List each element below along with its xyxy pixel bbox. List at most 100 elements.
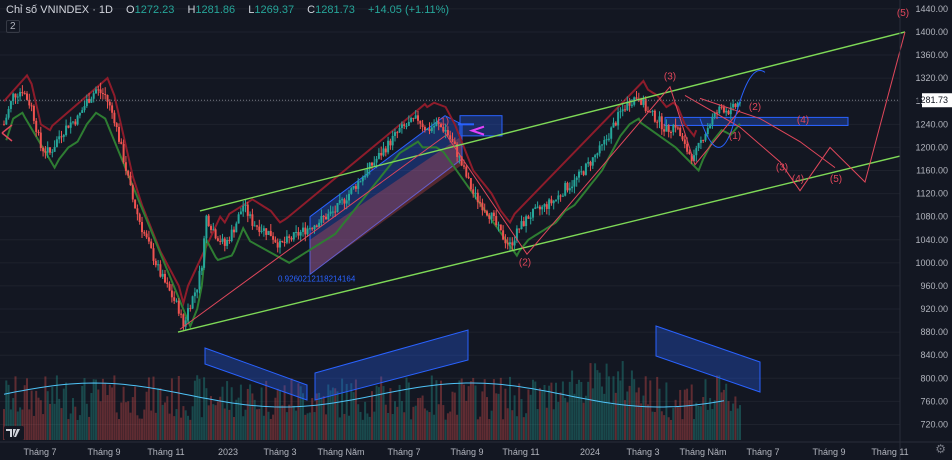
candle-body — [702, 140, 705, 142]
candle-body — [361, 177, 364, 182]
volume-bar — [396, 406, 399, 440]
volume-bar — [504, 388, 507, 440]
volume-bar — [62, 388, 65, 440]
volume-bar — [430, 375, 433, 440]
candle-body — [88, 98, 91, 103]
volume-bar — [350, 383, 353, 440]
volume-bar — [674, 399, 677, 440]
volume-bar — [115, 412, 118, 440]
candle-body — [617, 112, 620, 126]
volume-bar — [621, 361, 624, 440]
candle-body — [203, 238, 206, 268]
volume-bar — [223, 408, 226, 440]
wave-label: (4) — [797, 115, 809, 126]
volume-bar — [536, 409, 539, 440]
open-value: 1272.23 — [134, 4, 175, 16]
volume-bar — [578, 379, 580, 440]
volume-bar — [118, 419, 120, 440]
candle-body — [550, 199, 553, 204]
volume-bar — [387, 412, 390, 440]
volume-bar — [267, 411, 270, 440]
volume-bar — [644, 376, 647, 440]
gear-icon[interactable]: ⚙ — [935, 442, 946, 456]
candle-body — [173, 297, 176, 301]
candle-body — [221, 238, 224, 242]
candle-body — [621, 109, 624, 112]
volume-bar — [129, 412, 132, 440]
volume-bar — [502, 419, 505, 440]
volume-bar — [164, 402, 166, 440]
volume-bar — [161, 404, 164, 440]
indicator-count-badge[interactable]: 2 — [6, 20, 20, 33]
candle-body — [458, 156, 461, 158]
wave-label: (3) — [776, 162, 788, 173]
candle-body — [718, 106, 721, 114]
candle-body — [670, 131, 672, 133]
volume-bar — [647, 404, 649, 440]
volume-bar — [736, 408, 739, 440]
symbol-title[interactable]: Chỉ số VNINDEX · 1D — [6, 4, 113, 16]
volume-bar — [191, 406, 194, 440]
volume-bar — [377, 387, 380, 440]
candle-body — [364, 176, 367, 178]
volume-bar — [177, 376, 180, 440]
candle-body — [640, 99, 643, 105]
wave-label: (5) — [897, 8, 909, 19]
candle-body — [532, 208, 534, 218]
tradingview-logo[interactable] — [4, 426, 24, 440]
volume-bar — [131, 397, 134, 440]
volume-bar — [513, 395, 516, 440]
candle-body — [405, 125, 408, 127]
volume-bar — [375, 385, 378, 440]
volume-bar — [150, 410, 153, 440]
volume-bar — [39, 400, 42, 440]
candle-body — [166, 282, 169, 284]
candle-body — [279, 240, 281, 248]
volume-bar — [281, 405, 284, 440]
candle-body — [345, 200, 348, 204]
candle-body — [451, 138, 454, 142]
candle-body — [51, 151, 54, 153]
candle-body — [630, 104, 633, 106]
volume-channel-1 — [204, 347, 308, 401]
volume-bar — [433, 414, 436, 440]
volume-bar — [624, 400, 626, 440]
drawings: (1) (2) (3) (2) (1) (3) (4) (5) (4) (5) 0.92602121… — [1, 8, 909, 333]
volume-bar — [168, 413, 171, 440]
candle-body — [168, 283, 171, 291]
candle-body — [644, 99, 647, 112]
supertrend-line — [3, 73, 741, 329]
candle-body — [371, 162, 373, 166]
candle-body — [706, 128, 709, 135]
candle-body — [159, 264, 162, 277]
volume-bar — [74, 406, 77, 440]
volume-bar — [492, 379, 495, 440]
candle-body — [651, 110, 654, 112]
volume-bar — [343, 413, 346, 440]
candle-body — [210, 226, 212, 230]
candle-body — [343, 199, 346, 204]
candle-body — [58, 136, 61, 140]
candle-body — [253, 225, 256, 227]
candle-body — [329, 211, 332, 214]
volume-bar — [389, 388, 392, 440]
volume-bar — [276, 388, 279, 440]
volume-bar — [214, 405, 217, 440]
candle-body — [732, 103, 735, 108]
volume-bar — [341, 378, 344, 440]
wave-label: (5) — [830, 174, 842, 185]
volume-bar — [573, 393, 576, 440]
volume-bar — [640, 403, 643, 440]
volume-bar — [198, 378, 201, 440]
candle-body — [26, 93, 28, 100]
volume-bar — [235, 399, 238, 440]
price-tick-label: 1440.00 — [915, 4, 948, 14]
candle-body — [538, 206, 541, 210]
candle-body — [336, 203, 339, 212]
volume-bar — [423, 408, 426, 440]
volume-bar — [382, 386, 385, 440]
candle-body — [709, 124, 712, 129]
candle-body — [320, 216, 323, 223]
volume-bar — [51, 386, 54, 440]
